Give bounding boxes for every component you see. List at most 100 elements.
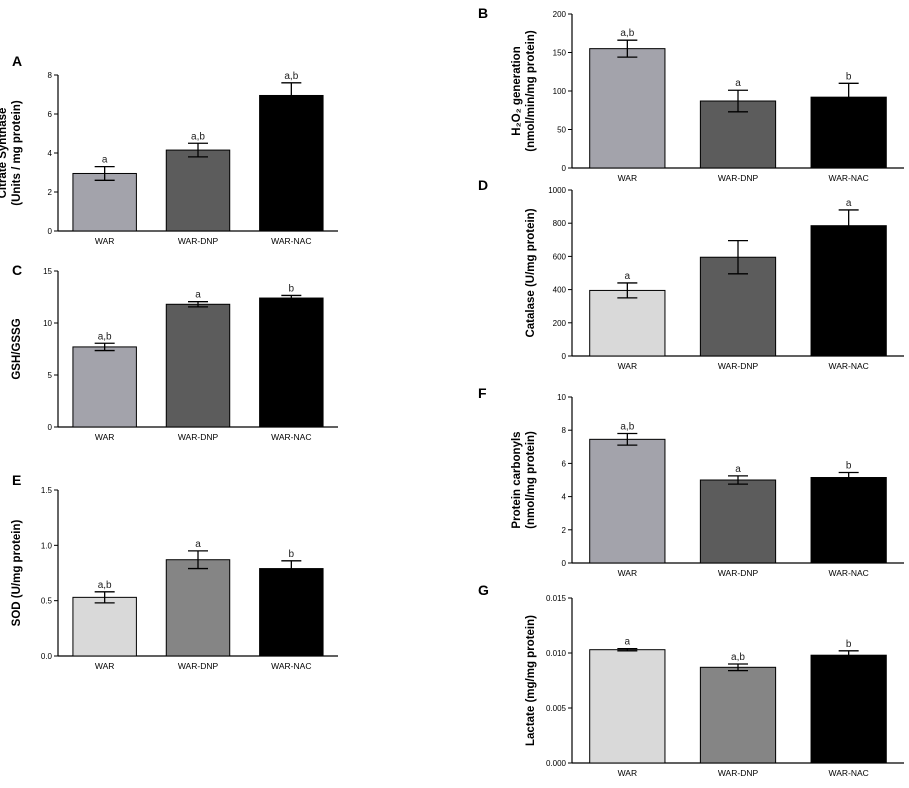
panel-letter: G — [478, 582, 489, 598]
y-tick-label: 200 — [553, 319, 567, 328]
y-tick-label: 8 — [562, 426, 567, 435]
significance-label: a — [846, 198, 852, 209]
y-tick-label: 400 — [553, 286, 567, 295]
bar-war — [589, 438, 666, 564]
x-category-label: WAR — [618, 568, 638, 578]
x-category-label: WAR — [95, 661, 115, 671]
x-category-label: WAR-NAC — [829, 568, 869, 578]
y-tick-label: 600 — [553, 252, 567, 261]
x-category-label: WAR-DNP — [718, 361, 759, 371]
panel-letter: B — [478, 5, 488, 21]
bar-war-nac — [259, 297, 324, 428]
significance-label: a — [735, 464, 741, 475]
bar-war — [589, 289, 666, 357]
y-tick-label: 2 — [48, 188, 53, 197]
x-category-label: WAR — [95, 432, 115, 442]
significance-label: a,b — [284, 71, 298, 82]
bar-war — [72, 596, 137, 657]
y-axis-title: Protein carbonyls — [511, 431, 523, 528]
x-category-label: WAR-DNP — [718, 568, 759, 578]
y-tick-label: 10 — [557, 393, 566, 402]
significance-label: a,b — [731, 652, 745, 663]
y-tick-label: 1000 — [548, 186, 566, 195]
y-tick-label: 0.0 — [41, 652, 53, 661]
bar-war-dnp — [165, 149, 231, 232]
panel-b: B 0 50 100 150 200 H₂O₂ generation (nmol/min/mg… — [478, 5, 904, 183]
y-tick-label: 0 — [562, 559, 567, 568]
x-category-label: WAR-DNP — [178, 432, 219, 442]
y-axis-title: Catalase (U/mg protein) — [525, 208, 537, 337]
bar-war-nac — [259, 568, 324, 657]
x-category-label: WAR-NAC — [829, 768, 869, 778]
y-tick-label: 150 — [553, 49, 567, 58]
panel-letter: C — [12, 262, 22, 278]
y-tick-label: 2 — [562, 526, 567, 535]
panel-letter: A — [12, 53, 22, 69]
bar-war-nac — [259, 94, 324, 232]
significance-label: a — [102, 155, 108, 166]
y-axis-title: Citrate Synthase — [0, 108, 9, 199]
panel-letter: E — [12, 472, 21, 488]
y-tick-label: 5 — [48, 371, 53, 380]
y-tick-label: 4 — [562, 493, 567, 502]
y-tick-label: 4 — [48, 149, 53, 158]
bar-war — [72, 346, 137, 428]
panel-e: E 0.0 0.5 1.0 1.5 SOD (U/mg protein) a,b WAR a WA… — [11, 472, 338, 671]
y-axis-title: GSH/GSSG — [11, 318, 23, 379]
y-tick-label: 0.015 — [546, 594, 567, 603]
x-category-label: WAR-NAC — [829, 173, 869, 183]
panel-d: D 0 200 400 600 800 1000 Catalase (U/mg protein… — [478, 177, 904, 371]
y-tick-label: 0.005 — [546, 704, 567, 713]
significance-label: b — [289, 549, 295, 560]
bar-war — [589, 649, 666, 764]
panel-letter: D — [478, 177, 488, 193]
y-tick-label: 100 — [553, 87, 567, 96]
y-axis-title: (nmol/min/mg protein) — [525, 30, 537, 152]
x-category-label: WAR — [95, 236, 115, 246]
significance-label: b — [846, 639, 852, 650]
x-category-label: WAR-DNP — [178, 661, 219, 671]
x-category-label: WAR-NAC — [271, 236, 311, 246]
panel-letter: F — [478, 385, 487, 401]
y-axis-title: Lactate (mg/mg protein) — [525, 615, 537, 746]
x-category-label: WAR-NAC — [271, 661, 311, 671]
x-category-label: WAR-DNP — [718, 173, 759, 183]
y-axis-title: (nmol/mg protein) — [525, 431, 537, 529]
significance-label: a,b — [98, 580, 112, 591]
y-tick-label: 10 — [43, 319, 52, 328]
bar-war-dnp — [699, 666, 777, 764]
y-axis-title: (Units / mg protein) — [11, 100, 23, 206]
bar-war-nac — [810, 654, 887, 764]
bar-war-dnp — [165, 559, 231, 657]
significance-label: a,b — [620, 28, 634, 39]
x-category-label: WAR — [618, 768, 638, 778]
panel-a: A 0 2 4 6 8 Citrate Synthase (Units / mg protei… — [0, 53, 338, 246]
significance-label: a — [735, 78, 741, 89]
y-tick-label: 6 — [562, 459, 567, 468]
x-category-label: WAR-NAC — [271, 432, 311, 442]
x-category-label: WAR-NAC — [829, 361, 869, 371]
bar-war-nac — [810, 477, 887, 564]
y-axis-title: H₂O₂ generation — [511, 46, 523, 135]
x-category-label: WAR — [618, 173, 638, 183]
y-tick-label: 0.000 — [546, 759, 567, 768]
y-tick-label: 0 — [48, 423, 53, 432]
y-tick-label: 15 — [43, 267, 52, 276]
y-tick-label: 6 — [48, 110, 53, 119]
significance-label: a,b — [620, 422, 634, 433]
significance-label: b — [846, 71, 852, 82]
panel-c: C 0 5 10 15 GSH/GSSG a,b WAR a WAR-DNP b WAR-NAC — [11, 262, 338, 442]
y-tick-label: 1.0 — [41, 541, 53, 550]
y-tick-label: 800 — [553, 219, 567, 228]
x-category-label: WAR — [618, 361, 638, 371]
y-tick-label: 1.5 — [41, 486, 53, 495]
bar-war-dnp — [699, 479, 777, 564]
significance-label: b — [289, 283, 295, 294]
significance-label: a,b — [98, 331, 112, 342]
y-axis-title: SOD (U/mg protein) — [11, 519, 23, 626]
significance-label: b — [846, 461, 852, 472]
y-tick-label: 0 — [562, 352, 567, 361]
y-tick-label: 0 — [562, 164, 567, 173]
panel-f: F 0 2 4 6 8 10 Protein carbonyls (nmol/mg protei… — [478, 385, 904, 578]
